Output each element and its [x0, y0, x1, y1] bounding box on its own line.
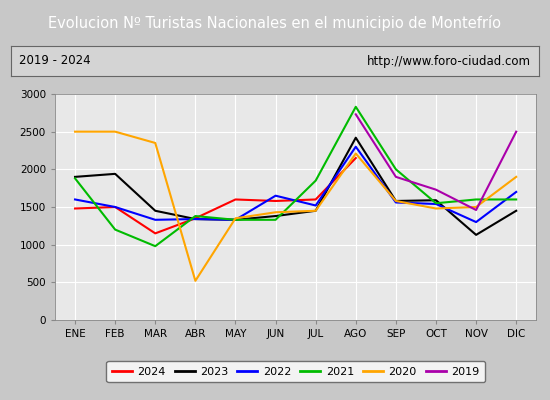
Text: 2019 - 2024: 2019 - 2024 — [19, 54, 91, 68]
Text: Evolucion Nº Turistas Nacionales en el municipio de Montefrío: Evolucion Nº Turistas Nacionales en el m… — [48, 15, 502, 31]
Legend: 2024, 2023, 2022, 2021, 2020, 2019: 2024, 2023, 2022, 2021, 2020, 2019 — [106, 361, 485, 382]
Text: http://www.foro-ciudad.com: http://www.foro-ciudad.com — [367, 54, 531, 68]
